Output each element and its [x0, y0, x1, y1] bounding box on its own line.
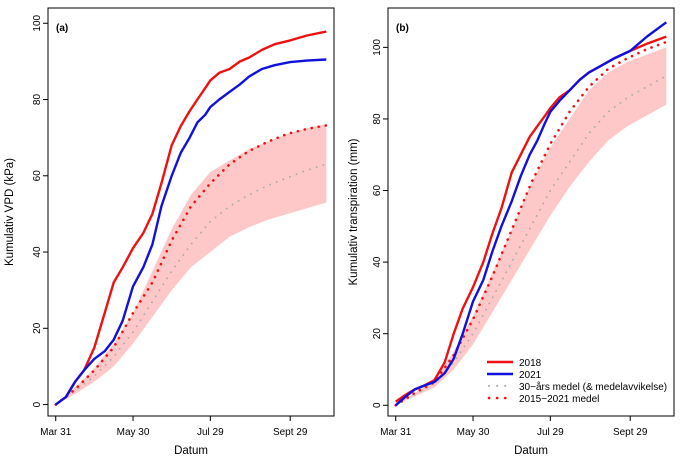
panel-a-x-tick-label: Sept 29: [273, 427, 308, 438]
panel-b-plot-frame: [387, 7, 675, 417]
legend-item-2015-2021-mean: 2015−2021 medel: [487, 394, 599, 405]
panel-b-band-layer: [395, 47, 667, 406]
panel-a-x-ticks: Mar 31 May 30 Jul 29 Sept 29: [40, 416, 308, 438]
panel-b-series-2021: [394, 21, 668, 407]
panel-b-y-tick-label: 40: [372, 256, 383, 268]
panel-a-tag: (a): [56, 23, 68, 34]
panel-b-tag: (b): [396, 23, 409, 34]
legend-label-30-year-mean: 30−års medel (& medelavvikelse): [519, 381, 667, 393]
panel-a-chart: 0 20 40 60 80 100 Mar 31 May 30 Jul 29 Sept 29 (…: [4, 7, 335, 457]
panel-a-y-tick-label: 60: [32, 170, 43, 182]
panel-a-y-tick-label: 80: [32, 94, 43, 106]
panel-b-chart: 0 20 40 60 80 100 Mar 31 May 30 Jul 29 Sept 29 (…: [348, 7, 675, 457]
panel-a-plot-frame: [47, 7, 335, 417]
panel-b-x-tick-label: May 30: [457, 427, 490, 438]
panel-b-y-tick-label: 0: [372, 402, 383, 408]
panel-a-y-axis-label: Kumulativ VPD (kPa): [4, 158, 16, 266]
panel-b-deviation-band: [395, 47, 667, 406]
panel-b-y-ticks: 0 20 40 60 80 100: [372, 39, 388, 408]
panel-a-band-layer: [55, 124, 327, 405]
panel-a-deviation-band: [55, 124, 327, 405]
panel-a-x-tick-label: Jul 29: [197, 427, 224, 438]
panel-b-y-tick-label: 60: [372, 185, 383, 197]
panel-b-x-ticks: Mar 31 May 30 Jul 29 Sept 29: [380, 416, 648, 438]
panel-a-y-tick-label: 0: [32, 401, 43, 407]
panel-b-x-tick-label: Sept 29: [613, 427, 648, 438]
panel-a-x-axis-label: Datum: [174, 445, 208, 457]
panel-b-x-axis-label: Datum: [514, 445, 548, 457]
panel-a-x-tick-label: Mar 31: [40, 427, 72, 438]
legend: 2018 2021 30−års medel (& medelavvikelse…: [487, 358, 667, 405]
legend-item-30-year-mean: 30−års medel (& medelavvikelse): [488, 381, 667, 393]
panel-b-lines-layer: [394, 21, 668, 407]
legend-item-2021: 2021: [487, 370, 542, 381]
legend-item-2018: 2018: [487, 358, 542, 369]
panel-b-series-30-rs-medel-medelavvikelse: [394, 75, 668, 407]
panel-b-x-tick-label: Jul 29: [537, 427, 564, 438]
panel-b-series-2015-2021-medel: [394, 40, 668, 407]
panel-a-x-tick-label: May 30: [117, 427, 150, 438]
panel-a-y-ticks: 0 20 40 60 80 100: [32, 14, 48, 407]
panel-b-y-tick-label: 100: [372, 39, 383, 56]
panel-a-lines-layer: [54, 30, 328, 406]
panel-a-series-30-rs-medel-medelavvikelse: [54, 163, 328, 406]
legend-label-2018: 2018: [519, 358, 542, 369]
panel-a-y-tick-label: 40: [32, 246, 43, 258]
panel-b-y-tick-label: 80: [372, 113, 383, 125]
panel-b-x-tick-label: Mar 31: [380, 427, 412, 438]
legend-label-2021: 2021: [519, 370, 542, 381]
panel-a-y-tick-label: 100: [32, 14, 43, 31]
panel-a-series-2018: [54, 30, 327, 406]
panel-b-y-tick-label: 20: [372, 328, 383, 340]
panel-a-y-tick-label: 20: [32, 322, 43, 334]
panel-b-y-axis-label: Kumulativ transpiration (mm): [348, 138, 360, 285]
panel-a-series-2021: [54, 58, 327, 406]
legend-label-2015-2021-mean: 2015−2021 medel: [519, 394, 599, 405]
